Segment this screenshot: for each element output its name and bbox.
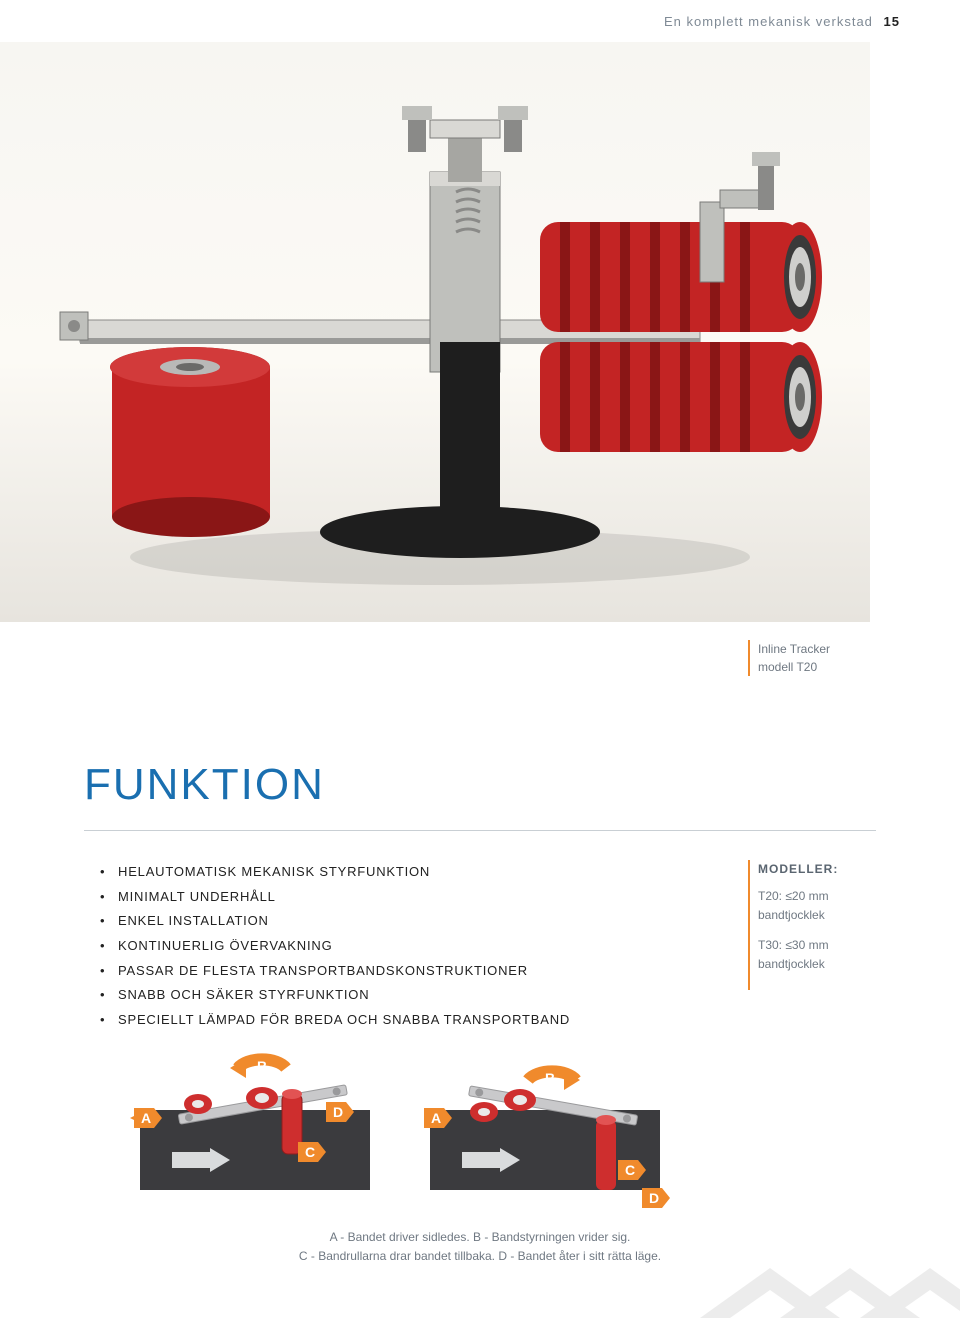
models-heading: MODELLER:	[758, 860, 838, 879]
diagram-label-C: C	[305, 1144, 315, 1160]
diagram-label-B: B	[257, 1058, 267, 1074]
background-chevrons	[660, 1218, 960, 1318]
section-title: FUNKTION	[84, 760, 325, 810]
diagram-label-A: A	[431, 1110, 441, 1126]
feature-item: KONTINUERLIG ÖVERVAKNING	[100, 934, 570, 959]
models-accent-bar	[748, 860, 750, 990]
feature-item: SNABB OCH SÄKER STYRFUNKTION	[100, 983, 570, 1008]
page-number: 15	[884, 14, 900, 29]
caption-line1: Inline Tracker	[758, 640, 830, 658]
feature-list: HELAUTOMATISK MEKANISK STYRFUNKTION MINI…	[100, 860, 570, 1033]
diagram-label-D: D	[333, 1104, 343, 1120]
feature-item: ENKEL INSTALLATION	[100, 909, 570, 934]
photo-caption: Inline Tracker modell T20	[758, 640, 830, 676]
model-spec: bandtjocklek	[758, 906, 838, 925]
page-header: En komplett mekanisk verkstad 15	[664, 14, 900, 29]
diagram-label-C: C	[625, 1162, 635, 1178]
model-spec: bandtjocklek	[758, 955, 838, 974]
feature-item: HELAUTOMATISK MEKANISK STYRFUNKTION	[100, 860, 570, 885]
model-spec: T30: ≤30 mm	[758, 936, 838, 955]
caption-accent-bar	[748, 640, 750, 676]
product-photo	[0, 42, 870, 622]
header-text: En komplett mekanisk verkstad	[664, 14, 873, 29]
section-divider	[84, 830, 876, 831]
model-spec: T20: ≤20 mm	[758, 887, 838, 906]
feature-item: MINIMALT UNDERHÅLL	[100, 885, 570, 910]
models-panel: MODELLER: T20: ≤20 mm bandtjocklek T30: …	[758, 860, 838, 984]
function-diagram: A B D C	[130, 1050, 690, 1220]
diagram-label-B: B	[545, 1070, 555, 1086]
feature-item: SPECIELLT LÄMPAD FÖR BREDA OCH SNABBA TR…	[100, 1008, 570, 1033]
diagram-label-D: D	[649, 1190, 659, 1206]
product-illustration	[0, 42, 870, 622]
feature-item: PASSAR DE FLESTA TRANSPORTBANDSKONSTRUKT…	[100, 959, 570, 984]
caption-line2: modell T20	[758, 658, 830, 676]
diagram-label-A: A	[141, 1110, 151, 1126]
